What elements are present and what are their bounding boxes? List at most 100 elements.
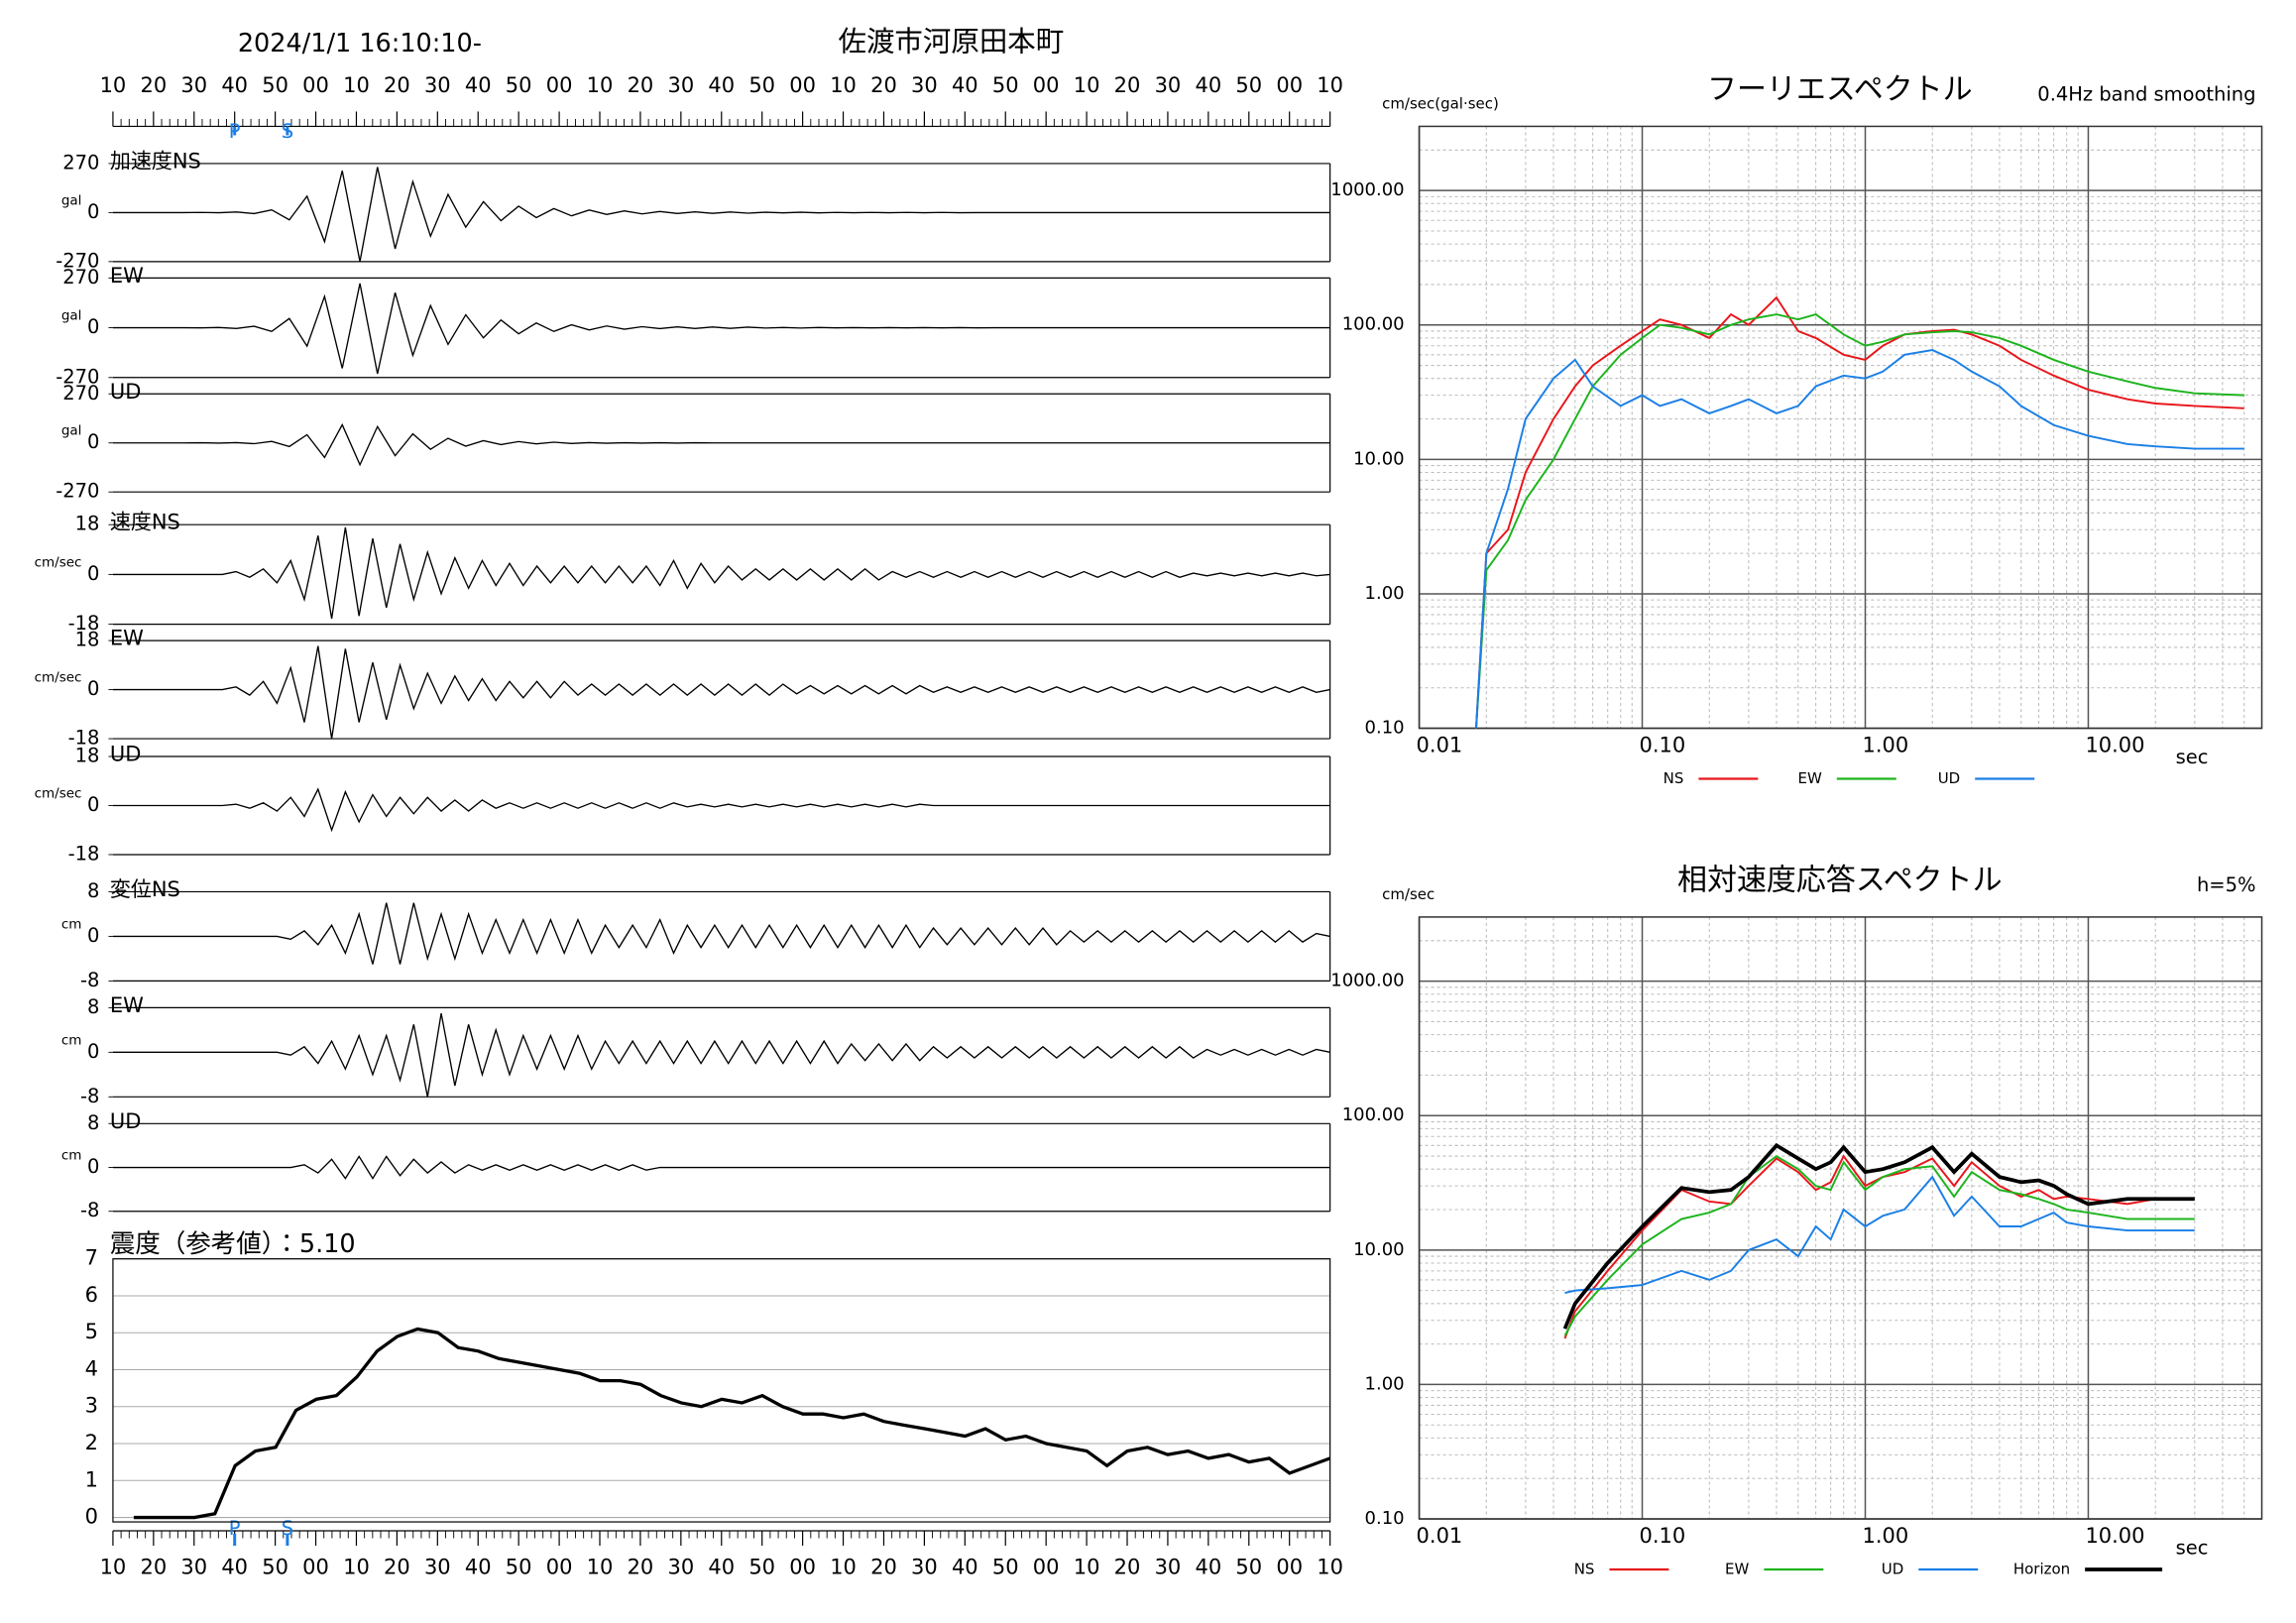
time-tick-label: 50 [1235, 1556, 1262, 1579]
time-tick-label: 50 [992, 1556, 1019, 1579]
y-tick-label: 1000.00 [1330, 179, 1404, 200]
x-tick-label: 0.01 [1417, 734, 1463, 757]
y-tick-label: -18 [68, 612, 100, 635]
waveform-trace [112, 645, 1330, 740]
time-tick-label: 50 [1235, 73, 1262, 97]
time-tick-label: 10 [1317, 73, 1343, 97]
chart-title: フーリエスペクトル [1707, 72, 1973, 107]
time-tick-label: 00 [789, 73, 816, 97]
y-tick-label: 0.10 [1365, 718, 1405, 739]
x-tick-label: 10.00 [2085, 1524, 2144, 1548]
record-datetime: 2024/1/1 16:10:10- [238, 29, 482, 58]
time-tick-label: 20 [628, 1556, 654, 1579]
time-tick-label: 20 [870, 73, 897, 97]
y-tick-label: 18 [75, 513, 100, 535]
time-tick-label: 20 [628, 73, 654, 97]
time-tick-label: 40 [221, 73, 248, 97]
y-tick-label: 2 [85, 1431, 98, 1454]
time-tick-label: 30 [180, 1556, 207, 1579]
chart-title: 震度（参考値）：5.10 [110, 1229, 356, 1259]
time-tick-label: 10 [587, 1556, 614, 1579]
panel-label: UD [110, 1109, 141, 1133]
waveform-trace [112, 422, 1330, 467]
time-tick-label: 40 [221, 1556, 248, 1579]
time-tick-label: 30 [424, 73, 451, 97]
time-tick-label: 10 [343, 1556, 370, 1579]
y-tick-label: 0 [87, 1040, 99, 1063]
time-tick-label: 00 [302, 73, 329, 97]
panel-label: EW [110, 264, 144, 288]
y-tick-label: 10.00 [1353, 448, 1404, 469]
spectrum-line [1563, 1154, 2195, 1336]
time-tick-label: 00 [546, 1556, 573, 1579]
y-tick-label: -18 [68, 842, 100, 865]
chart-subtitle: 0.4Hz band smoothing [2037, 82, 2255, 105]
time-tick-label: 30 [911, 73, 938, 97]
time-tick-label: 00 [789, 1556, 816, 1579]
time-tick-label: 30 [1155, 73, 1182, 97]
time-tick-label: 50 [506, 1556, 532, 1579]
waveform-trace [112, 167, 1330, 262]
y-unit: cm/sec(gal·sec) [1382, 94, 1499, 112]
y-tick-label: -270 [56, 365, 99, 388]
time-tick-label: 40 [708, 1556, 735, 1579]
y-tick-label: 270 [62, 382, 99, 405]
time-tick-label: 10 [830, 1556, 857, 1579]
waveform-trace [112, 787, 1330, 833]
time-tick-label: 30 [911, 1556, 938, 1579]
time-tick-label: 30 [1155, 1556, 1182, 1579]
time-tick-label: 20 [384, 73, 410, 97]
time-tick-label: 30 [668, 1556, 695, 1579]
time-tick-label: 20 [1114, 1556, 1141, 1579]
time-tick-label: 40 [952, 73, 978, 97]
y-tick-label: 0 [87, 677, 99, 700]
time-tick-label: 00 [1033, 1556, 1060, 1579]
y-tick-label: 0 [85, 1505, 98, 1529]
time-tick-label: 20 [384, 1556, 410, 1579]
y-tick-label: 0 [87, 562, 99, 585]
time-tick-label: 20 [870, 1556, 897, 1579]
time-tick-label: 00 [302, 1556, 329, 1579]
unit-label: cm/sec [35, 670, 82, 686]
spectrum-line [1562, 1142, 2195, 1330]
y-tick-label: 270 [62, 151, 99, 174]
y-tick-label: -8 [80, 1199, 99, 1221]
x-tick-label: 0.01 [1417, 1524, 1463, 1548]
time-tick-label: 40 [952, 1556, 978, 1579]
unit-label: cm/sec [35, 786, 82, 802]
time-tick-label: 40 [708, 73, 735, 97]
time-tick-label: 30 [424, 1556, 451, 1579]
phase-label: P [229, 1517, 241, 1540]
time-tick-label: 50 [748, 1556, 775, 1579]
unit-label: gal [61, 192, 82, 208]
y-tick-label: 8 [87, 1111, 99, 1134]
legend-label: EW [1798, 769, 1822, 787]
panel-label: UD [110, 380, 141, 404]
unit-label: cm [61, 916, 82, 932]
y-tick-label: 6 [85, 1283, 98, 1307]
unit-label: gal [61, 423, 82, 439]
y-tick-label: 0 [87, 430, 99, 453]
unit-label: cm/sec [35, 554, 82, 570]
panel-label: UD [110, 743, 141, 766]
time-tick-label: 50 [262, 73, 288, 97]
waveform-trace [112, 902, 1330, 965]
y-tick-label: 10.00 [1353, 1239, 1404, 1260]
y-tick-label: 0 [87, 1155, 99, 1178]
y-tick-label: 18 [75, 745, 100, 767]
panel-label: EW [110, 627, 144, 650]
waveform-trace [112, 1155, 1330, 1180]
time-tick-label: 50 [506, 73, 532, 97]
y-tick-label: 0 [87, 924, 99, 947]
time-tick-label: 10 [587, 73, 614, 97]
time-tick-label: 00 [1276, 73, 1303, 97]
y-tick-label: 1 [85, 1467, 98, 1491]
waveform-trace [112, 1012, 1330, 1098]
time-tick-label: 10 [343, 73, 370, 97]
time-tick-label: 10 [830, 73, 857, 97]
chart-title: 相対速度応答スペクトル [1677, 863, 2003, 897]
intensity-line [133, 1327, 1331, 1520]
plot-frame [112, 1258, 1331, 1523]
station-name: 佐渡市河原田本町 [838, 26, 1064, 58]
x-axis-label: sec [2176, 746, 2209, 768]
